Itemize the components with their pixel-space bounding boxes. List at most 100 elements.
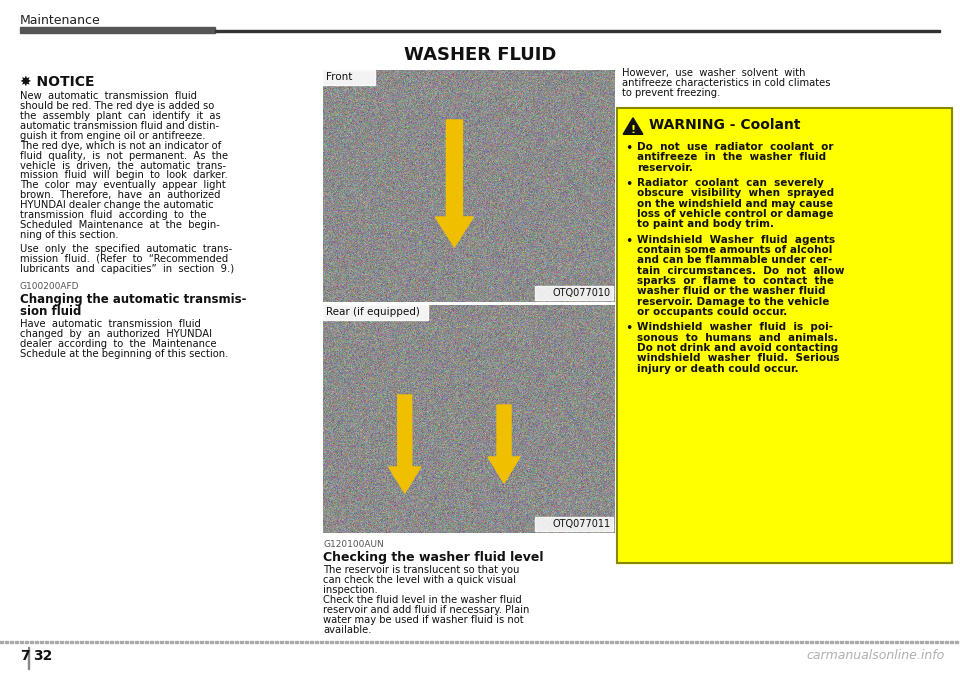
Bar (745, 641, 748, 642)
Bar (900, 641, 902, 642)
Bar (617, 107, 952, 563)
Bar (80, 641, 83, 642)
Bar (810, 641, 812, 642)
Bar (735, 641, 737, 642)
Bar (875, 641, 877, 642)
Bar (905, 641, 907, 642)
Text: dealer  according  to  the  Maintenance: dealer according to the Maintenance (20, 339, 217, 349)
Bar (785, 641, 787, 642)
Text: changed  by  an  authorized  HYUNDAI: changed by an authorized HYUNDAI (20, 329, 212, 339)
Bar (505, 641, 508, 642)
Bar (920, 641, 923, 642)
Bar (485, 641, 488, 642)
Bar (155, 641, 157, 642)
Bar (145, 641, 148, 642)
Text: The reservoir is translucent so that you: The reservoir is translucent so that you (323, 565, 519, 575)
Bar (305, 641, 307, 642)
Bar (65, 641, 67, 642)
Bar (200, 641, 203, 642)
FancyArrow shape (389, 395, 420, 493)
Bar (560, 641, 563, 642)
Text: the  assembly  plant  can  identify  it  as: the assembly plant can identify it as (20, 111, 221, 121)
Text: •: • (625, 142, 633, 155)
Text: Scheduled  Maintenance  at  the  begin-: Scheduled Maintenance at the begin- (20, 220, 220, 230)
Bar (20, 641, 22, 642)
Polygon shape (623, 118, 643, 135)
Bar (330, 641, 332, 642)
Bar (865, 641, 868, 642)
Text: 32: 32 (33, 649, 53, 663)
Text: Radiator  coolant  can  severely: Radiator coolant can severely (637, 178, 824, 188)
Bar (845, 641, 848, 642)
Bar (295, 641, 298, 642)
Bar (915, 641, 918, 642)
Bar (290, 641, 293, 642)
Text: on the windshield and may cause: on the windshield and may cause (637, 199, 833, 209)
Text: New  automatic  transmission  fluid: New automatic transmission fluid (20, 91, 197, 101)
Bar (460, 641, 463, 642)
Bar (325, 641, 327, 642)
Bar (350, 641, 352, 642)
Text: •: • (625, 235, 633, 247)
Bar (55, 641, 58, 642)
Bar (425, 641, 427, 642)
Bar (175, 641, 178, 642)
Bar (830, 641, 832, 642)
Bar (740, 641, 742, 642)
Text: tain  circumstances.  Do  not  allow: tain circumstances. Do not allow (637, 266, 845, 276)
Text: available.: available. (323, 625, 372, 635)
Bar (870, 641, 873, 642)
Bar (955, 641, 957, 642)
Bar (595, 641, 597, 642)
Bar (390, 641, 393, 642)
Bar (475, 641, 477, 642)
Bar (30, 641, 33, 642)
Bar (515, 641, 517, 642)
Bar (335, 641, 338, 642)
Bar (165, 641, 167, 642)
Bar (45, 641, 47, 642)
Bar (85, 641, 87, 642)
Bar (120, 641, 123, 642)
Text: loss of vehicle control or damage: loss of vehicle control or damage (637, 209, 833, 219)
Bar (695, 641, 698, 642)
Text: G100200AFD: G100200AFD (20, 282, 80, 291)
Bar (630, 641, 633, 642)
Bar (675, 641, 678, 642)
Text: can check the level with a quick visual: can check the level with a quick visual (323, 575, 516, 585)
Bar (840, 641, 843, 642)
Text: ning of this section.: ning of this section. (20, 230, 119, 240)
Bar (760, 641, 762, 642)
Bar (835, 641, 837, 642)
Bar (820, 641, 823, 642)
Bar (285, 641, 287, 642)
Text: antifreeze characteristics in cold climates: antifreeze characteristics in cold clima… (622, 78, 830, 88)
Text: obscure  visibility  when  sprayed: obscure visibility when sprayed (637, 188, 834, 198)
Text: reservoir and add fluid if necessary. Plain: reservoir and add fluid if necessary. Pl… (323, 605, 529, 614)
Bar (590, 641, 592, 642)
Bar (465, 641, 468, 642)
Bar (15, 641, 17, 642)
Bar (625, 641, 628, 642)
Bar (50, 641, 53, 642)
Text: lubricants  and  capacities”  in  section  9.): lubricants and capacities” in section 9.… (20, 264, 234, 274)
Bar (280, 641, 282, 642)
Text: G120100AUN: G120100AUN (323, 540, 384, 549)
Text: reservoir. Damage to the vehicle: reservoir. Damage to the vehicle (637, 297, 829, 307)
Bar (260, 641, 262, 642)
Bar (605, 641, 608, 642)
Text: injury or death could occur.: injury or death could occur. (637, 364, 799, 374)
Text: brown.  Therefore,  have  an  authorized: brown. Therefore, have an authorized (20, 191, 221, 200)
Bar (520, 641, 522, 642)
Bar (665, 641, 667, 642)
Text: Check the fluid level in the washer fluid: Check the fluid level in the washer flui… (323, 595, 521, 605)
Bar (323, 70, 375, 85)
Text: Maintenance: Maintenance (20, 14, 101, 27)
Bar (190, 641, 193, 642)
Bar (860, 641, 862, 642)
Bar (775, 641, 778, 642)
Bar (60, 641, 62, 642)
Text: and can be flammable under cer-: and can be flammable under cer- (637, 256, 832, 265)
Bar (617, 107, 952, 563)
Bar (230, 641, 232, 642)
